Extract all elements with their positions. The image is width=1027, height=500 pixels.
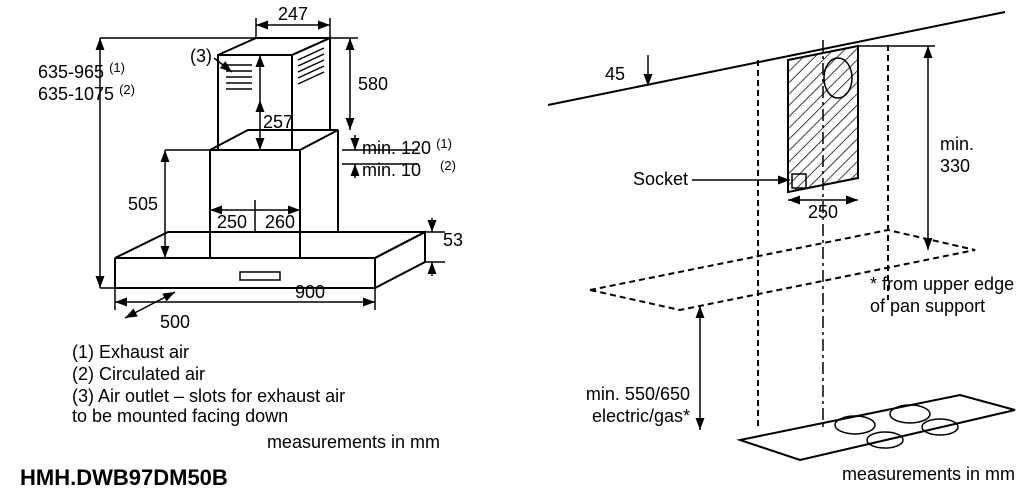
star-note-a: * from upper edge [870,274,1014,294]
dim-500: 500 [160,312,190,332]
note-3: (3) Air outlet – slots for exhaust air [72,386,345,406]
left-diagram: (3) 247 580 257 250 260 min. 120 (1) min… [38,4,463,452]
note-1: (1) Exhaust air [72,342,189,362]
dim-height-1: 635-965 (1) [38,60,125,82]
dim-min10: min. 10 (2) [362,158,456,180]
dim-min550-a: min. 550/650 [586,384,690,404]
star-note-b: of pan support [870,296,985,316]
note-2: (2) Circulated air [72,364,205,384]
model-number: HMH.DWB97DM50B [20,465,228,490]
dim-250-r: 250 [808,202,838,222]
dim-505: 505 [128,194,158,214]
technical-drawing: (3) 247 580 257 250 260 min. 120 (1) min… [0,0,1027,500]
dim-900: 900 [295,282,325,302]
dim-580: 580 [358,74,388,94]
units-left: measurements in mm [267,432,440,452]
dim-min330-a: min. [940,134,974,154]
dim-247: 247 [278,4,308,24]
dim-250: 250 [217,212,247,232]
socket-label: Socket [633,169,688,189]
dim-257: 257 [263,112,293,132]
dim-260: 260 [265,212,295,232]
dim-min330-b: 330 [940,156,970,176]
dim-53: 53 [443,230,463,250]
right-diagram: 45 Socket 250 min. 330 * from upper edge… [548,12,1015,484]
dim-height-2: 635-1075 (2) [38,82,135,104]
dim-45: 45 [605,64,625,84]
note-3b: to be mounted facing down [72,406,288,426]
callout-3-label: (3) [190,46,212,66]
dim-min550-b: electric/gas* [592,406,690,426]
dim-min120: min. 120 (1) [362,136,452,158]
units-right: measurements in mm [842,464,1015,484]
